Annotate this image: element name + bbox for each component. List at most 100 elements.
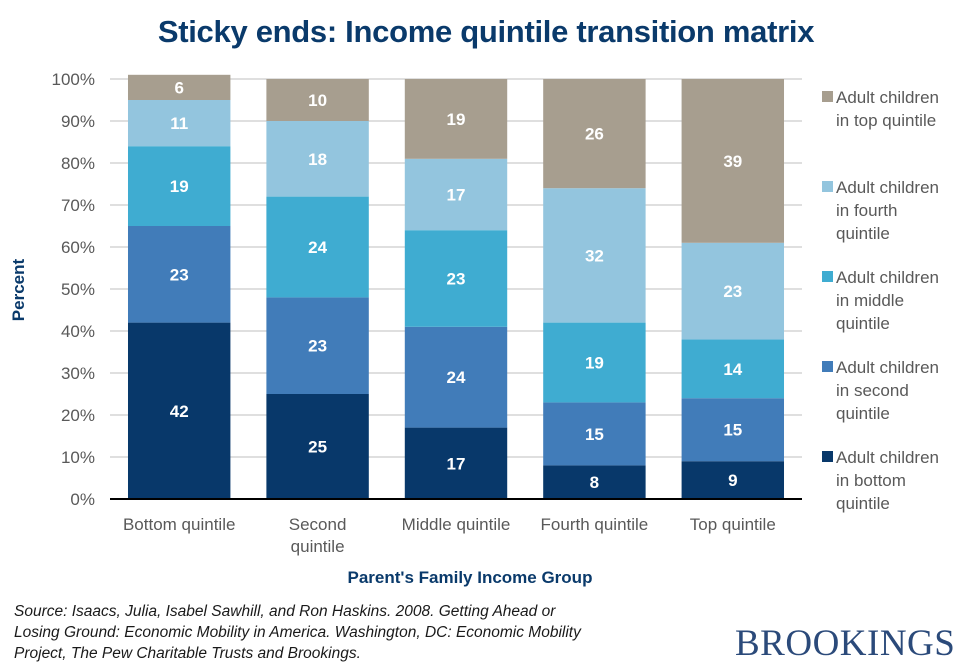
data-label: 39	[723, 152, 742, 171]
bar-segment	[127, 100, 231, 147]
data-label: 24	[308, 238, 327, 257]
source-note: Source: Isaacs, Julia, Isabel Sawhill, a…	[14, 601, 734, 664]
legend-label-line: Adult children	[836, 358, 939, 377]
legend-swatch	[822, 451, 833, 462]
bar-segment	[266, 121, 369, 197]
y-tick-label: 90%	[61, 112, 95, 131]
legend-label-line: in top quintile	[836, 111, 936, 130]
legend-label: Adult children in middle quintile	[836, 268, 939, 333]
legend-label-line: Adult children	[836, 88, 939, 107]
bar-segment	[681, 398, 785, 462]
bar-segment	[266, 297, 369, 394]
x-tick-label: Middle quintile	[402, 515, 511, 534]
y-tick-label: 40%	[61, 322, 95, 341]
x-tick-label-line: Fourth quintile	[541, 515, 649, 534]
legend-label: Adult children in second quintile	[836, 358, 939, 423]
source-line: Project, The Pew Charitable Trusts and B…	[14, 645, 361, 662]
bar-segment	[266, 196, 369, 298]
y-tick-label: 20%	[61, 406, 95, 425]
legend-swatch	[822, 271, 833, 282]
x-tick-label: Bottom quintile	[123, 515, 235, 534]
legend-label: Adult children in bottom quintile	[836, 448, 939, 513]
legend-swatch	[822, 91, 833, 102]
bar-segment	[681, 461, 785, 499]
y-tick-label: 60%	[61, 238, 95, 257]
bar-segment	[127, 74, 231, 100]
y-tick-label: 50%	[61, 280, 95, 299]
bar-segment	[266, 79, 369, 121]
data-label: 23	[447, 270, 466, 289]
bar-segment	[404, 79, 508, 159]
bar-segment	[127, 146, 231, 226]
bar-segment	[681, 339, 785, 399]
data-labels: 42 23 19 11 6 25 23 24 18 10 17 24 23 17 19 8 15 19 32 26 9 1…	[170, 78, 743, 492]
legend-item: Adult children in top quintile	[822, 88, 939, 130]
legend-label: Adult children in top quintile	[836, 88, 939, 130]
bar-segment	[127, 322, 231, 499]
legend-label-line: quintile	[836, 404, 890, 423]
bar-segment	[404, 158, 508, 231]
bar-segment	[543, 79, 646, 189]
x-tick-label-line: Middle quintile	[402, 515, 511, 534]
bar-segment	[543, 188, 646, 323]
data-label: 42	[170, 402, 189, 421]
data-label: 24	[447, 368, 466, 387]
x-tick-label: Fourth quintile	[541, 515, 649, 534]
bar-segment	[543, 322, 646, 403]
legend-swatch	[822, 361, 833, 372]
legend-label-line: Adult children	[836, 448, 939, 467]
y-tick-label: 0%	[70, 490, 95, 509]
bars	[127, 74, 785, 499]
legend-item: Adult children in second quintile	[822, 358, 939, 423]
data-label: 26	[585, 125, 604, 144]
data-label: 10	[308, 91, 327, 110]
y-tick-label: 70%	[61, 196, 95, 215]
data-label: 19	[170, 177, 189, 196]
source-line: Source: Isaacs, Julia, Isabel Sawhill, a…	[14, 603, 556, 620]
x-axis-title: Parent's Family Income Group	[348, 568, 593, 587]
y-tick-label: 100%	[52, 70, 95, 89]
data-label: 6	[174, 78, 183, 97]
bar-segment	[404, 230, 508, 327]
legend-label-line: Adult children	[836, 268, 939, 287]
y-axis-ticks: 0% 10% 20% 30% 40% 50% 60% 70% 80% 90% 100%	[52, 70, 95, 509]
bar-segment	[681, 242, 785, 340]
bar-segment	[404, 427, 508, 499]
data-label: 14	[723, 360, 742, 379]
data-label: 8	[590, 473, 599, 492]
bar-segment	[266, 394, 369, 499]
legend-item: Adult children in middle quintile	[822, 268, 939, 333]
legend-label-line: Adult children	[836, 178, 939, 197]
bar-segment	[127, 226, 231, 323]
legend-label-line: in second	[836, 381, 909, 400]
x-tick-label-line: quintile	[291, 537, 345, 556]
y-tick-label: 80%	[61, 154, 95, 173]
data-label: 23	[723, 282, 742, 301]
legend-label-line: in middle	[836, 291, 904, 310]
data-label: 23	[308, 337, 327, 356]
data-label: 18	[308, 150, 327, 169]
legend-label: Adult children in fourth quintile	[836, 178, 939, 243]
legend-item: Adult children in bottom quintile	[822, 448, 939, 513]
legend-label-line: in bottom	[836, 471, 906, 490]
y-tick-label: 30%	[61, 364, 95, 383]
x-tick-label-line: Bottom quintile	[123, 515, 235, 534]
data-label: 32	[585, 246, 604, 265]
y-tick-label: 10%	[61, 448, 95, 467]
bar-segment	[543, 465, 646, 499]
data-label: 17	[447, 186, 466, 205]
source-line: Losing Ground: Economic Mobility in Amer…	[14, 624, 581, 641]
bar-segment	[543, 402, 646, 466]
chart-title: Sticky ends: Income quintile transition …	[157, 14, 815, 49]
x-tick-label: Top quintile	[690, 515, 776, 534]
y-axis-title: Percent	[9, 258, 28, 321]
x-tick-label-line: Second	[289, 515, 347, 534]
bar-segment	[681, 79, 785, 243]
data-label: 17	[447, 454, 466, 473]
brookings-logo: BROOKINGS	[735, 623, 956, 664]
legend-label-line: in fourth	[836, 201, 897, 220]
data-label: 25	[308, 438, 327, 457]
x-tick-label-line: Top quintile	[690, 515, 776, 534]
legend-item: Adult children in fourth quintile	[822, 178, 939, 243]
